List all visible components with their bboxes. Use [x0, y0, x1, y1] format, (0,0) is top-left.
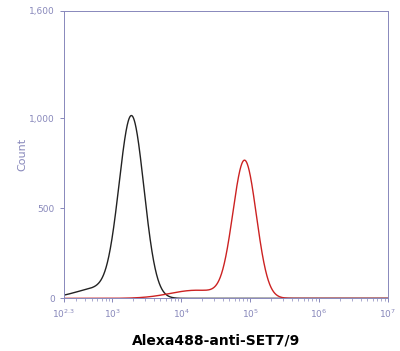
Text: Alexa488-anti-SET7/9: Alexa488-anti-SET7/9 [132, 333, 300, 347]
Y-axis label: Count: Count [18, 138, 28, 171]
